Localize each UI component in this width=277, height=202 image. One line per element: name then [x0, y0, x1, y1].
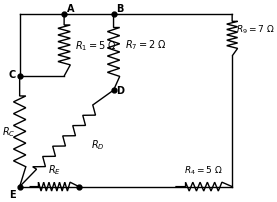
Text: E: E — [9, 189, 16, 199]
Text: A: A — [67, 4, 75, 14]
Text: C: C — [9, 70, 16, 80]
Text: D: D — [117, 86, 124, 96]
Text: $R_4 = 5\ \Omega$: $R_4 = 5\ \Omega$ — [184, 163, 223, 176]
Text: $R_C$: $R_C$ — [2, 125, 16, 139]
Text: $R_D$: $R_D$ — [91, 138, 105, 152]
Text: B: B — [117, 4, 124, 14]
Text: $R_9 = 7\ \Omega$: $R_9 = 7\ \Omega$ — [236, 23, 275, 36]
Text: $R_1 = 5\ \Omega$: $R_1 = 5\ \Omega$ — [75, 39, 117, 53]
Text: $R_E$: $R_E$ — [48, 162, 61, 176]
Text: $R_7 = 2\ \Omega$: $R_7 = 2\ \Omega$ — [125, 38, 166, 52]
